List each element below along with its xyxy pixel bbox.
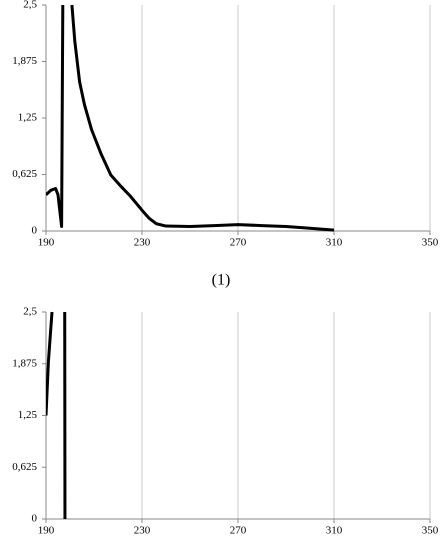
y-tick-label: 2,5	[23, 306, 37, 318]
y-tick-label: 0	[32, 513, 38, 525]
x-tick-label: 190	[38, 525, 55, 537]
y-tick-label: 0,625	[12, 461, 37, 473]
data-line	[46, 311, 67, 520]
y-tick-label: 1,25	[18, 409, 38, 421]
caption: (1)	[212, 272, 231, 289]
x-tick-label: 350	[422, 237, 439, 249]
x-tick-label: 190	[38, 237, 55, 249]
y-tick-label: 1,875	[12, 357, 37, 369]
x-tick-label: 270	[230, 237, 247, 249]
x-tick-label: 310	[326, 525, 343, 537]
y-tick-label: 2,5	[23, 0, 37, 11]
y-tick-label: 1,875	[12, 55, 37, 67]
y-tick-label: 1,25	[18, 112, 38, 124]
x-tick-label: 310	[326, 237, 343, 249]
x-tick-label: 230	[134, 525, 151, 537]
y-tick-label: 0,625	[12, 168, 37, 180]
data-line	[46, 4, 335, 232]
y-tick-label: 0	[32, 225, 38, 237]
x-tick-label: 270	[230, 525, 247, 537]
x-tick-label: 230	[134, 237, 151, 249]
x-tick-label: 350	[422, 525, 439, 537]
